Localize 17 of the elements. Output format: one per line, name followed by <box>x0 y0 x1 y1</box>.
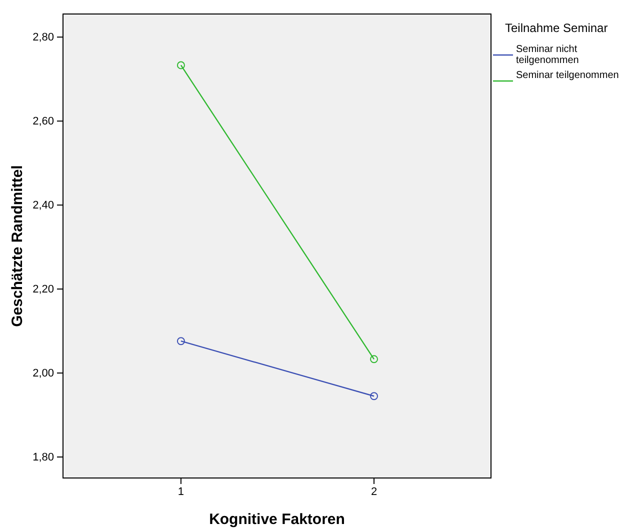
y-tick-label: 2,60 <box>32 116 54 128</box>
y-axis-title: Geschätzte Randmittel <box>9 165 26 327</box>
legend-title: Teilnahme Seminar <box>505 21 608 35</box>
y-tick-label: 2,40 <box>32 200 54 212</box>
point <box>370 355 378 364</box>
y-tick-label: 1,80 <box>32 452 54 464</box>
point <box>370 392 378 400</box>
legend-label: Seminar teilgenommen <box>516 70 619 81</box>
x-tick-label: 1 <box>178 486 184 498</box>
legend-label: Seminar nicht teilgenommen <box>516 44 579 66</box>
point <box>176 61 185 70</box>
y-tick-label: 2,00 <box>32 368 54 380</box>
y-tick-label: 2,20 <box>32 284 54 296</box>
y-tick-label: 2,80 <box>32 32 54 44</box>
point <box>176 337 185 346</box>
x-axis-title: Kognitive Faktoren <box>209 511 345 528</box>
x-tick-label: 2 <box>370 486 378 498</box>
